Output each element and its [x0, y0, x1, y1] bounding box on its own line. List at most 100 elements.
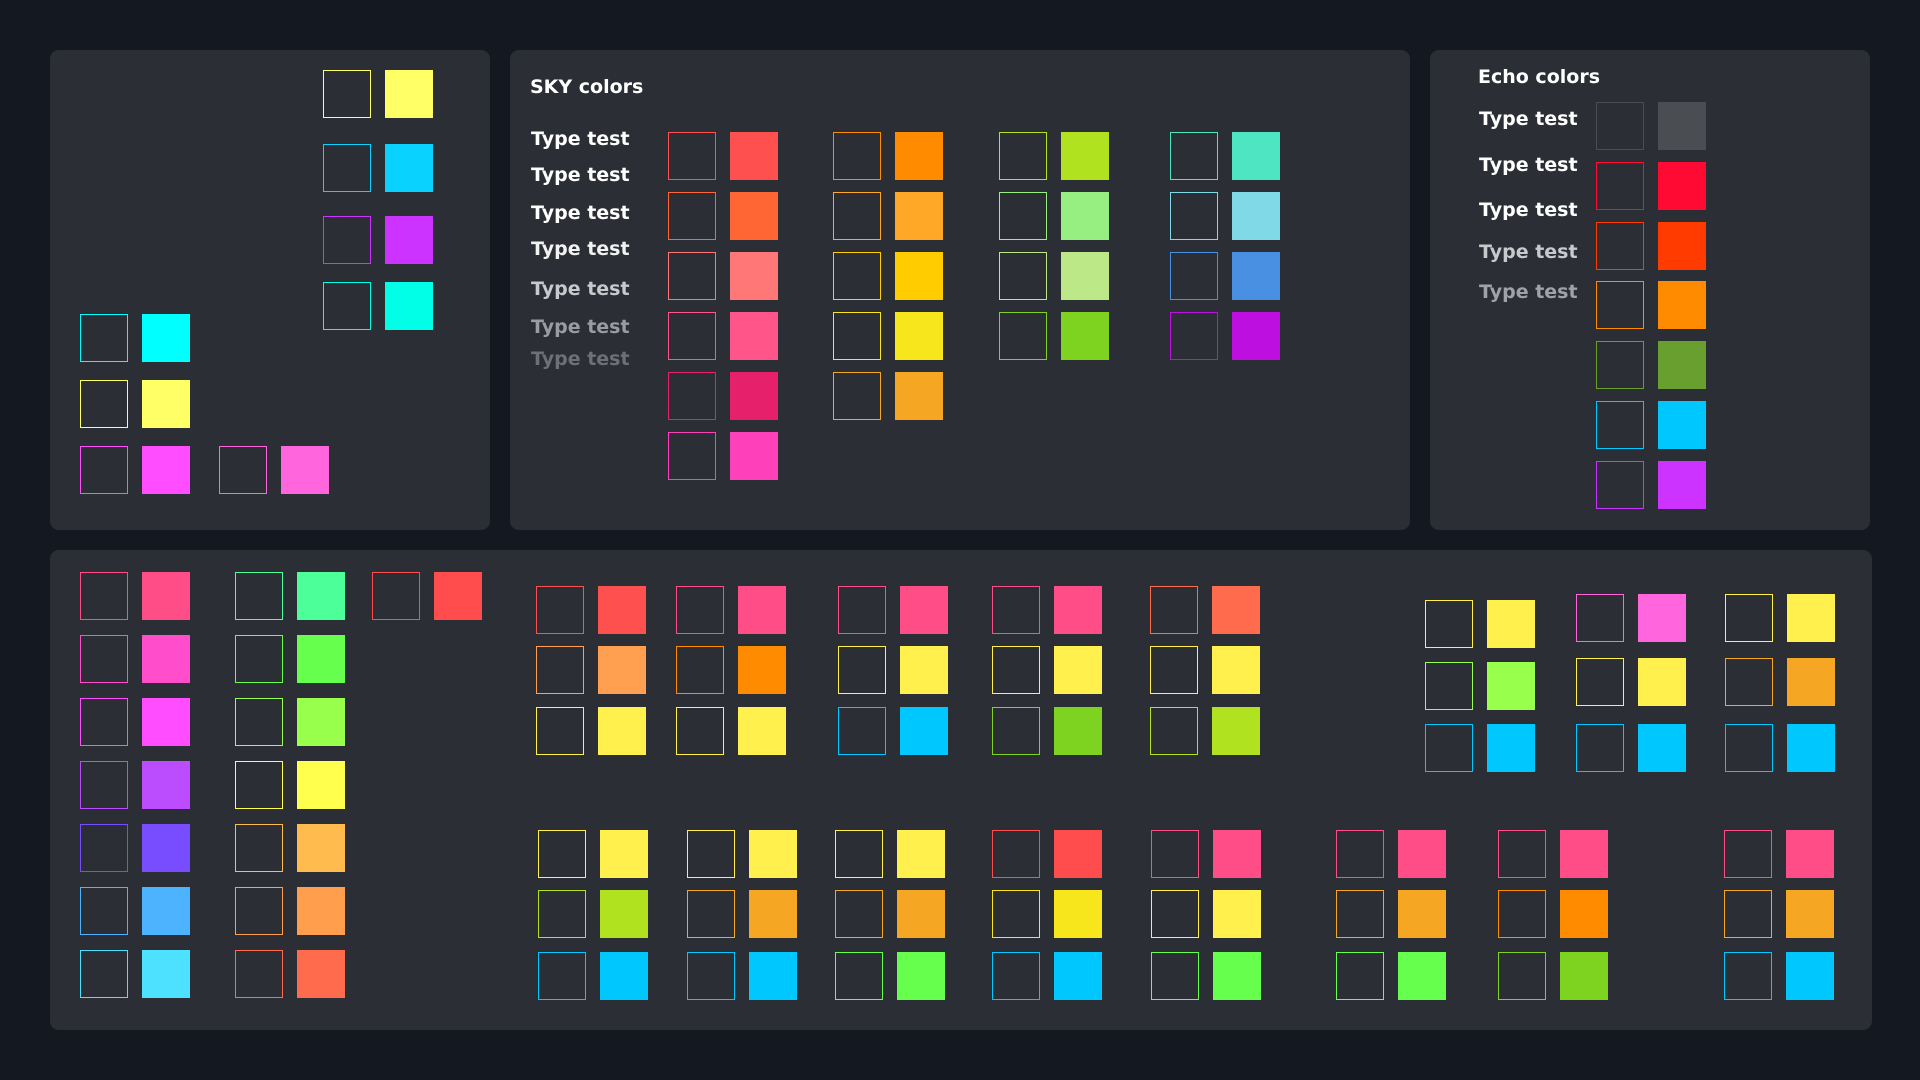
bottom-group3-row0-outline-swatch — [992, 830, 1040, 878]
bottom-group6-row0-filled-swatch — [1560, 830, 1608, 878]
sky-col0-row4-outline-swatch — [668, 372, 716, 420]
top-group7-row2-outline-swatch — [1725, 724, 1773, 772]
bottom-group6-row2-outline-swatch — [1498, 952, 1546, 1000]
left-bottom-0-outline-swatch — [80, 314, 128, 362]
bottom-group1-row1-outline-swatch — [687, 890, 735, 938]
sky-col0-row3-filled-swatch — [730, 312, 778, 360]
sky-col3-row0-filled-swatch — [1232, 132, 1280, 180]
left-bottom-2-filled-swatch — [142, 446, 190, 494]
bottom-group1-row2-outline-swatch — [687, 952, 735, 1000]
bottom-col2-row0-outline-swatch — [372, 572, 420, 620]
top-group7-row0-filled-swatch — [1787, 594, 1835, 642]
left-top-1-outline-swatch — [323, 144, 371, 192]
bottom-col1-row2-outline-swatch — [235, 698, 283, 746]
top-group2-row0-filled-swatch — [900, 586, 948, 634]
sky-col1-row2-filled-swatch — [895, 252, 943, 300]
bottom-palette-panel — [50, 550, 1872, 1030]
top-group7-row1-filled-swatch — [1787, 658, 1835, 706]
sky-col1-row4-outline-swatch — [833, 372, 881, 420]
bottom-col0-row6-outline-swatch — [80, 950, 128, 998]
bottom-group7-row2-outline-swatch — [1724, 952, 1772, 1000]
sky-col1-row4-filled-swatch — [895, 372, 943, 420]
bottom-group4-row0-filled-swatch — [1213, 830, 1261, 878]
bottom-col1-row5-outline-swatch — [235, 887, 283, 935]
bottom-group4-row1-filled-swatch — [1213, 890, 1261, 938]
echo-row0-filled-swatch — [1658, 102, 1706, 150]
bottom-group7-row1-outline-swatch — [1724, 890, 1772, 938]
bottom-col1-row0-outline-swatch — [235, 572, 283, 620]
bottom-group2-row1-filled-swatch — [897, 890, 945, 938]
top-group6-row0-filled-swatch — [1638, 594, 1686, 642]
top-group1-row0-outline-swatch — [676, 586, 724, 634]
top-group5-row0-filled-swatch — [1487, 600, 1535, 648]
bottom-group6-row1-outline-swatch — [1498, 890, 1546, 938]
echo-type-test-label: Type test — [1479, 108, 1578, 130]
echo-row6-filled-swatch — [1658, 461, 1706, 509]
bottom-col1-row1-outline-swatch — [235, 635, 283, 683]
sky-col1-row2-outline-swatch — [833, 252, 881, 300]
bottom-col0-row6-filled-swatch — [142, 950, 190, 998]
sky-type-test-label: Type test — [531, 128, 630, 150]
bottom-col1-row4-outline-swatch — [235, 824, 283, 872]
bottom-group5-row0-filled-swatch — [1398, 830, 1446, 878]
bottom-col1-row1-filled-swatch — [297, 635, 345, 683]
bottom-group5-row2-outline-swatch — [1336, 952, 1384, 1000]
bottom-group0-row1-outline-swatch — [538, 890, 586, 938]
bottom-group1-row0-outline-swatch — [687, 830, 735, 878]
top-group1-row2-outline-swatch — [676, 707, 724, 755]
bottom-group4-row0-outline-swatch — [1151, 830, 1199, 878]
bottom-group7-row0-filled-swatch — [1786, 830, 1834, 878]
sky-col1-row0-outline-swatch — [833, 132, 881, 180]
top-group5-row2-filled-swatch — [1487, 724, 1535, 772]
bottom-col0-row4-filled-swatch — [142, 824, 190, 872]
sky-col0-row4-filled-swatch — [730, 372, 778, 420]
bottom-col1-row6-outline-swatch — [235, 950, 283, 998]
sky-col2-row0-filled-swatch — [1061, 132, 1109, 180]
echo-row1-outline-swatch — [1596, 162, 1644, 210]
sky-col2-row1-filled-swatch — [1061, 192, 1109, 240]
left-bottom-2-outline-swatch — [80, 446, 128, 494]
bottom-group1-row1-filled-swatch — [749, 890, 797, 938]
sky-col1-row0-filled-swatch — [895, 132, 943, 180]
top-group1-row1-filled-swatch — [738, 646, 786, 694]
left-top-2-outline-swatch — [323, 216, 371, 264]
top-group2-row1-filled-swatch — [900, 646, 948, 694]
left-top-0-outline-swatch — [323, 70, 371, 118]
sky-col0-row5-filled-swatch — [730, 432, 778, 480]
top-group7-row0-outline-swatch — [1725, 594, 1773, 642]
bottom-col0-row5-filled-swatch — [142, 887, 190, 935]
sky-col0-row2-filled-swatch — [730, 252, 778, 300]
top-group6-row2-filled-swatch — [1638, 724, 1686, 772]
bottom-col0-row5-outline-swatch — [80, 887, 128, 935]
bottom-group4-row1-outline-swatch — [1151, 890, 1199, 938]
left-extra-0-outline-swatch — [219, 446, 267, 494]
echo-type-test-label: Type test — [1479, 281, 1578, 303]
echo-type-test-label: Type test — [1479, 154, 1578, 176]
sky-col3-row1-filled-swatch — [1232, 192, 1280, 240]
echo-type-test-label: Type test — [1479, 241, 1578, 263]
left-bottom-1-outline-swatch — [80, 380, 128, 428]
sky-type-test-label: Type test — [531, 164, 630, 186]
bottom-group5-row1-outline-swatch — [1336, 890, 1384, 938]
echo-row5-filled-swatch — [1658, 401, 1706, 449]
top-group3-row1-filled-swatch — [1054, 646, 1102, 694]
bottom-group2-row0-filled-swatch — [897, 830, 945, 878]
bottom-col0-row3-outline-swatch — [80, 761, 128, 809]
sky-col0-row0-outline-swatch — [668, 132, 716, 180]
bottom-col0-row0-filled-swatch — [142, 572, 190, 620]
sky-col3-row3-filled-swatch — [1232, 312, 1280, 360]
bottom-group5-row0-outline-swatch — [1336, 830, 1384, 878]
echo-row4-outline-swatch — [1596, 341, 1644, 389]
echo-row0-outline-swatch — [1596, 102, 1644, 150]
sky-type-test-label: Type test — [531, 238, 630, 260]
bottom-group2-row1-outline-swatch — [835, 890, 883, 938]
bottom-group4-row2-outline-swatch — [1151, 952, 1199, 1000]
sky-col2-row0-outline-swatch — [999, 132, 1047, 180]
sky-type-test-label: Type test — [531, 202, 630, 224]
top-group6-row1-filled-swatch — [1638, 658, 1686, 706]
echo-row5-outline-swatch — [1596, 401, 1644, 449]
bottom-group0-row0-filled-swatch — [600, 830, 648, 878]
bottom-group1-row2-filled-swatch — [749, 952, 797, 1000]
top-group2-row1-outline-swatch — [838, 646, 886, 694]
top-group0-row1-filled-swatch — [598, 646, 646, 694]
